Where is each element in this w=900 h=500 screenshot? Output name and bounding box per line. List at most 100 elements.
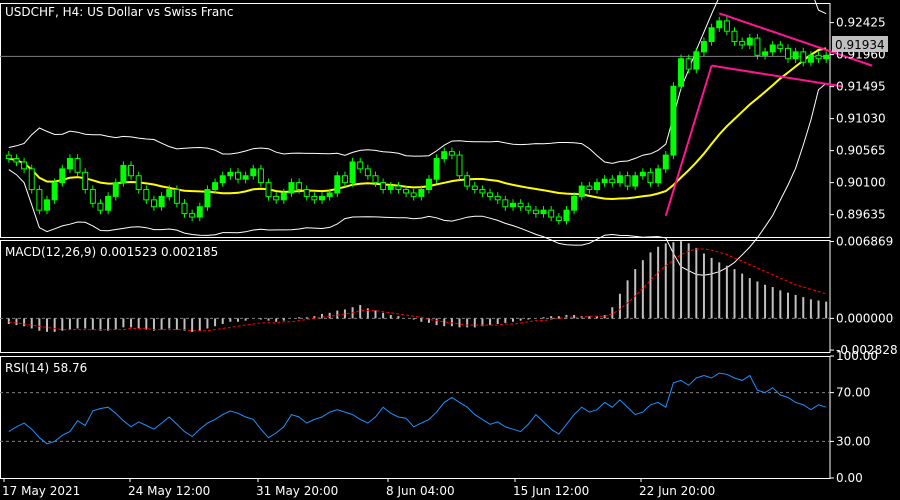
candle-body — [632, 175, 639, 187]
candle-body — [349, 161, 356, 184]
candle-body — [571, 195, 578, 211]
rsi-tick-label: 0.00 — [836, 471, 863, 485]
candle-body — [227, 171, 234, 177]
candle-body — [372, 175, 379, 184]
time-tick-label: 17 May 2021 — [2, 484, 80, 498]
candle-body — [166, 189, 173, 197]
candle-body — [143, 189, 150, 201]
candle-body — [494, 195, 501, 201]
bollinger-lower — [8, 82, 827, 276]
candle-body — [532, 209, 539, 215]
price-tick-label: 0.90100 — [836, 176, 886, 190]
candle-body — [219, 175, 226, 184]
candle-body — [678, 58, 685, 87]
candle-body — [800, 51, 807, 63]
macd-tick-label: 0.006869 — [836, 234, 893, 248]
candle-body — [823, 54, 830, 60]
candle-body — [609, 178, 616, 184]
candle-body — [59, 168, 66, 184]
candle-body — [433, 158, 440, 180]
candle-body — [334, 175, 341, 194]
candle-body — [739, 41, 746, 46]
candle-body — [487, 192, 494, 197]
candle-body — [21, 161, 28, 170]
candle-body — [288, 182, 295, 194]
candle-body — [319, 195, 326, 201]
candle-body — [754, 37, 761, 56]
candle-body — [418, 189, 425, 197]
candle-body — [341, 175, 348, 184]
candle-body — [13, 158, 20, 163]
candle-body — [670, 85, 677, 156]
candle-body — [189, 213, 196, 218]
time-tick-label: 15 Jun 12:00 — [513, 484, 589, 498]
candle-body — [700, 41, 707, 53]
candle-body — [74, 158, 81, 173]
moving-average-path — [8, 47, 827, 201]
candle-body — [265, 182, 272, 197]
candle-body — [769, 44, 776, 53]
rsi-path — [8, 372, 827, 445]
macd-label: MACD(12,26,9) 0.001523 0.002185 — [5, 245, 218, 259]
candle-body — [616, 175, 623, 184]
candle-body — [82, 171, 89, 191]
pennant-lower-line — [711, 64, 842, 88]
candle-body — [647, 171, 654, 184]
pennant-trendlines[interactable] — [664, 12, 873, 216]
candle-body — [212, 182, 219, 191]
candle-body — [250, 168, 257, 177]
moving-average-line — [8, 47, 827, 201]
candle-body — [441, 151, 448, 160]
candle-body — [234, 171, 241, 180]
panel-frame — [0, 240, 831, 353]
candle-body — [586, 185, 593, 191]
candle-body — [387, 185, 394, 191]
candle-body — [257, 168, 264, 184]
candle-body — [624, 175, 631, 187]
current-price-tag: 0.91934 — [832, 36, 888, 52]
time-tick-label: 31 May 20:00 — [256, 484, 338, 498]
candle-body — [395, 185, 402, 191]
pennant-upper-line — [718, 12, 873, 67]
candle-body — [525, 206, 532, 211]
chart-title: USDCHF, H4: US Dollar vs Swiss Franc — [5, 5, 233, 19]
candle-body — [815, 54, 822, 60]
flagpole-line — [664, 65, 713, 216]
candle-body — [97, 202, 104, 211]
candle-body — [509, 202, 516, 208]
candle-body — [502, 199, 509, 208]
candle-body — [196, 206, 203, 218]
rsi-tick-label: 100.00 — [836, 349, 878, 363]
candle-body — [410, 192, 417, 197]
candle-body — [601, 178, 608, 184]
rsi-label: RSI(14) 58.76 — [5, 361, 87, 375]
candle-body — [479, 189, 486, 194]
current-price-text: 0.91934 — [835, 38, 885, 52]
macd-signal-path — [8, 248, 827, 332]
candle-body — [746, 37, 753, 46]
macd-histogram — [7, 241, 828, 332]
chart-grid — [0, 3, 831, 479]
candle-body — [594, 182, 601, 191]
candle-body — [28, 168, 35, 191]
candle-body — [326, 192, 333, 197]
candle-body — [723, 20, 730, 32]
candle-body — [540, 209, 547, 215]
candle-body — [762, 51, 769, 56]
candle-body — [273, 195, 280, 201]
axis-labels: 0.924250.919600.914950.910300.905650.901… — [2, 16, 898, 498]
candle-body — [448, 151, 455, 156]
candle-body — [364, 168, 371, 177]
candle-body — [311, 195, 318, 201]
candle-body — [242, 175, 249, 180]
time-tick-label: 8 Jun 04:00 — [386, 484, 455, 498]
price-tick-label: 0.89635 — [836, 208, 886, 222]
price-tick-label: 0.91030 — [836, 112, 886, 126]
price-tick-label: 0.92425 — [836, 16, 886, 30]
candle-body — [357, 161, 364, 170]
candle-body — [380, 182, 387, 191]
panel-frame — [0, 3, 831, 238]
candle-body — [173, 189, 180, 204]
price-tick-label: 0.90565 — [836, 144, 886, 158]
